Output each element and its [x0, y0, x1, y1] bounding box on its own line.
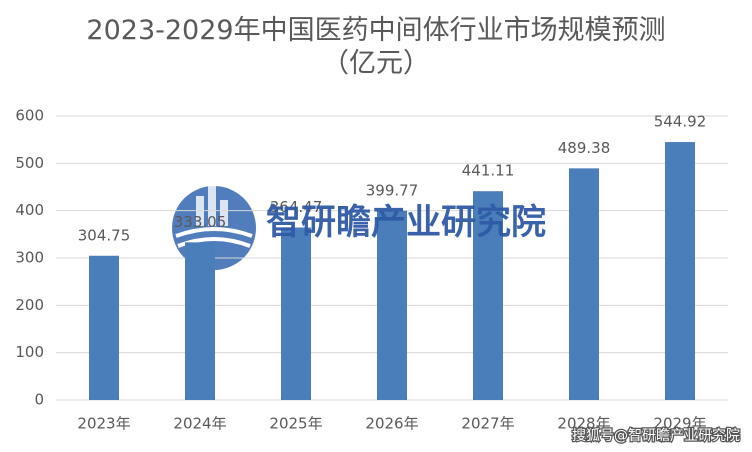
- chart-title: 2023-2029年中国医药中间体行业市场规模预测（亿元）: [86, 15, 666, 79]
- x-tick-label: 2028年: [557, 415, 610, 433]
- bar: [665, 142, 695, 400]
- x-tick-label: 2025年: [269, 415, 322, 433]
- x-tick-label: 2029年: [653, 415, 706, 433]
- x-tick-label: 2026年: [365, 415, 418, 433]
- data-label: 544.92: [654, 113, 707, 131]
- data-label: 489.38: [558, 139, 611, 157]
- watermark: 智研瞻产业研究院: [266, 203, 546, 243]
- y-tick-label: 400: [15, 201, 44, 219]
- bar: [185, 242, 215, 400]
- y-tick-label: 600: [15, 107, 44, 125]
- data-label: 441.11: [462, 162, 515, 180]
- bar: [281, 227, 311, 400]
- y-tick-label: 300: [15, 249, 44, 267]
- y-tick-label: 500: [15, 154, 44, 172]
- bar: [569, 168, 599, 400]
- y-tick-label: 100: [15, 343, 44, 361]
- source-label: 搜狐号@智研瞻产业研究院: [572, 427, 740, 444]
- y-tick-label: 200: [15, 296, 44, 314]
- data-label: 399.77: [366, 181, 419, 199]
- data-label: 333.05: [174, 213, 227, 231]
- x-tick-label: 2027年: [461, 415, 514, 433]
- data-label: 304.75: [78, 226, 131, 244]
- bar: [473, 191, 503, 400]
- bar: [89, 255, 119, 400]
- bar: [377, 210, 407, 400]
- x-tick-label: 2023年: [77, 415, 130, 433]
- data-label: 364.47: [270, 198, 323, 216]
- y-tick-label: 0: [34, 391, 44, 409]
- x-tick-label: 2024年: [173, 415, 226, 433]
